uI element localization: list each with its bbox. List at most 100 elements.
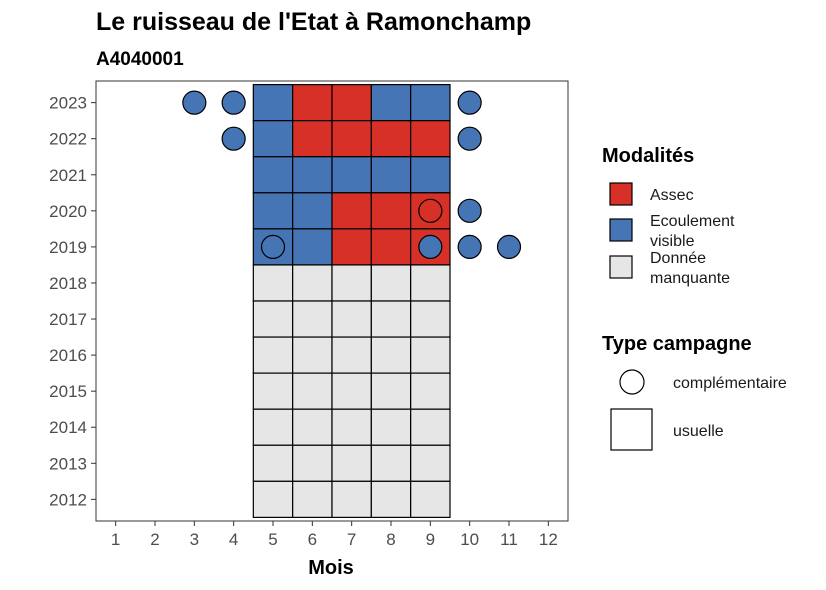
tile-2015-5 — [252, 372, 294, 410]
tile-2021-7 — [331, 156, 372, 194]
x-tick-label-1: 1 — [111, 530, 120, 549]
x-tick-label-2: 2 — [150, 530, 159, 549]
legend-key-complementaire — [619, 369, 645, 395]
tile-2015-8 — [370, 372, 412, 410]
tile-2016-5 — [252, 336, 294, 374]
tile-2019-8 — [370, 228, 412, 266]
legend-key-donnee-manquante — [609, 255, 633, 279]
tile-2022-5 — [252, 120, 294, 158]
y-tick-label-2018: 2018 — [49, 274, 87, 293]
tile-2020-7 — [331, 192, 372, 230]
point-2022-10 — [457, 126, 482, 151]
point-layer — [182, 90, 522, 260]
tile-2014-9 — [410, 408, 451, 446]
tile-2012-5 — [252, 480, 294, 518]
tile-2016-9 — [410, 336, 451, 374]
tile-2013-9 — [410, 444, 451, 482]
point-2022-4 — [221, 126, 246, 151]
tile-2017-9 — [410, 300, 451, 338]
tile-2023-9 — [410, 84, 451, 122]
tile-2018-8 — [370, 264, 412, 302]
tile-2015-6 — [292, 372, 333, 410]
point-2023-4 — [221, 90, 246, 115]
tile-2017-8 — [370, 300, 412, 338]
chart-title: Le ruisseau de l'Etat à Ramonchamp — [96, 8, 531, 36]
point-2019-9 — [418, 234, 443, 260]
x-tick-label-5: 5 — [268, 530, 277, 549]
x-axis: 1 2 3 4 5 6 7 8 9 10 11 12 — [111, 521, 558, 549]
x-tick-label-10: 10 — [460, 530, 479, 549]
tile-2013-6 — [292, 444, 333, 482]
tile-2020-6 — [292, 192, 333, 230]
y-tick-label-2022: 2022 — [49, 130, 87, 149]
tile-2018-6 — [292, 264, 333, 302]
legend-label-usuelle: usuelle — [673, 423, 724, 440]
tile-2014-6 — [292, 408, 333, 446]
x-tick-label-11: 11 — [500, 530, 518, 549]
tile-2020-8 — [370, 192, 412, 230]
tile-2021-8 — [370, 156, 412, 194]
y-tick-label-2013: 2013 — [49, 454, 87, 473]
legend-label-assec: Assec — [650, 187, 694, 204]
y-tick-label-2019: 2019 — [49, 238, 87, 257]
tile-2013-7 — [331, 444, 372, 482]
tile-2021-5 — [252, 156, 294, 194]
legend-title-campagne: Type campagne — [602, 333, 752, 355]
point-2019-5 — [260, 234, 286, 260]
tile-2022-8 — [370, 120, 412, 158]
legend-label-complementaire: complémentaire — [673, 375, 787, 392]
x-tick-label-8: 8 — [386, 530, 395, 549]
point-2020-9 — [418, 198, 443, 223]
x-tick-label-3: 3 — [190, 530, 199, 549]
y-tick-label-2017: 2017 — [49, 310, 87, 329]
tile-2016-8 — [370, 336, 412, 374]
tile-2017-5 — [252, 300, 294, 338]
tile-2016-7 — [331, 336, 372, 374]
tile-2013-5 — [252, 444, 294, 482]
x-tick-label-7: 7 — [347, 530, 356, 549]
tile-2019-7 — [331, 228, 372, 266]
tile-2018-7 — [331, 264, 372, 302]
legend-label-donnee-manquante-2: manquante — [650, 270, 730, 287]
chart-subtitle: A4040001 — [96, 49, 184, 70]
x-tick-label-6: 6 — [308, 530, 317, 549]
tile-2012-8 — [370, 480, 412, 518]
legend-key-assec — [609, 182, 633, 206]
tile-2019-6 — [292, 228, 333, 266]
y-tick-label-2012: 2012 — [49, 490, 87, 509]
tile-2018-9 — [410, 264, 451, 302]
tile-2015-9 — [410, 372, 451, 410]
plot-border — [95, 80, 569, 522]
plot-area — [95, 80, 569, 522]
legend-title-modalites: Modalités — [602, 145, 694, 167]
tile-2012-7 — [331, 480, 372, 518]
y-tick-label-2016: 2016 — [49, 346, 87, 365]
legend-key-ecoulement-visible — [609, 218, 633, 242]
tile-2014-8 — [370, 408, 412, 446]
y-tick-label-2020: 2020 — [49, 202, 87, 221]
legend-label-ecoulement-visible-1: Ecoulement — [650, 213, 735, 230]
point-2020-10 — [457, 198, 482, 223]
tile-2017-6 — [292, 300, 333, 338]
y-tick-label-2021: 2021 — [49, 166, 87, 185]
x-axis-label: Mois — [308, 557, 354, 579]
point-2023-3 — [182, 90, 207, 115]
tile-2017-7 — [331, 300, 372, 338]
tile-2014-7 — [331, 408, 372, 446]
tile-2023-6 — [292, 84, 333, 122]
x-tick-label-4: 4 — [229, 530, 238, 549]
tile-2014-5 — [252, 408, 294, 446]
y-tick-label-2023: 2023 — [49, 94, 87, 113]
tile-2015-7 — [331, 372, 372, 410]
tile-2020-5 — [252, 192, 294, 230]
tile-2018-5 — [252, 264, 294, 302]
point-2019-10 — [457, 234, 482, 260]
tile-2021-6 — [292, 156, 333, 194]
tile-2022-9 — [410, 120, 451, 158]
x-tick-label-9: 9 — [426, 530, 435, 549]
tile-2022-6 — [292, 120, 333, 158]
legend-key-usuelle — [610, 408, 653, 451]
tile-2012-9 — [410, 480, 451, 518]
